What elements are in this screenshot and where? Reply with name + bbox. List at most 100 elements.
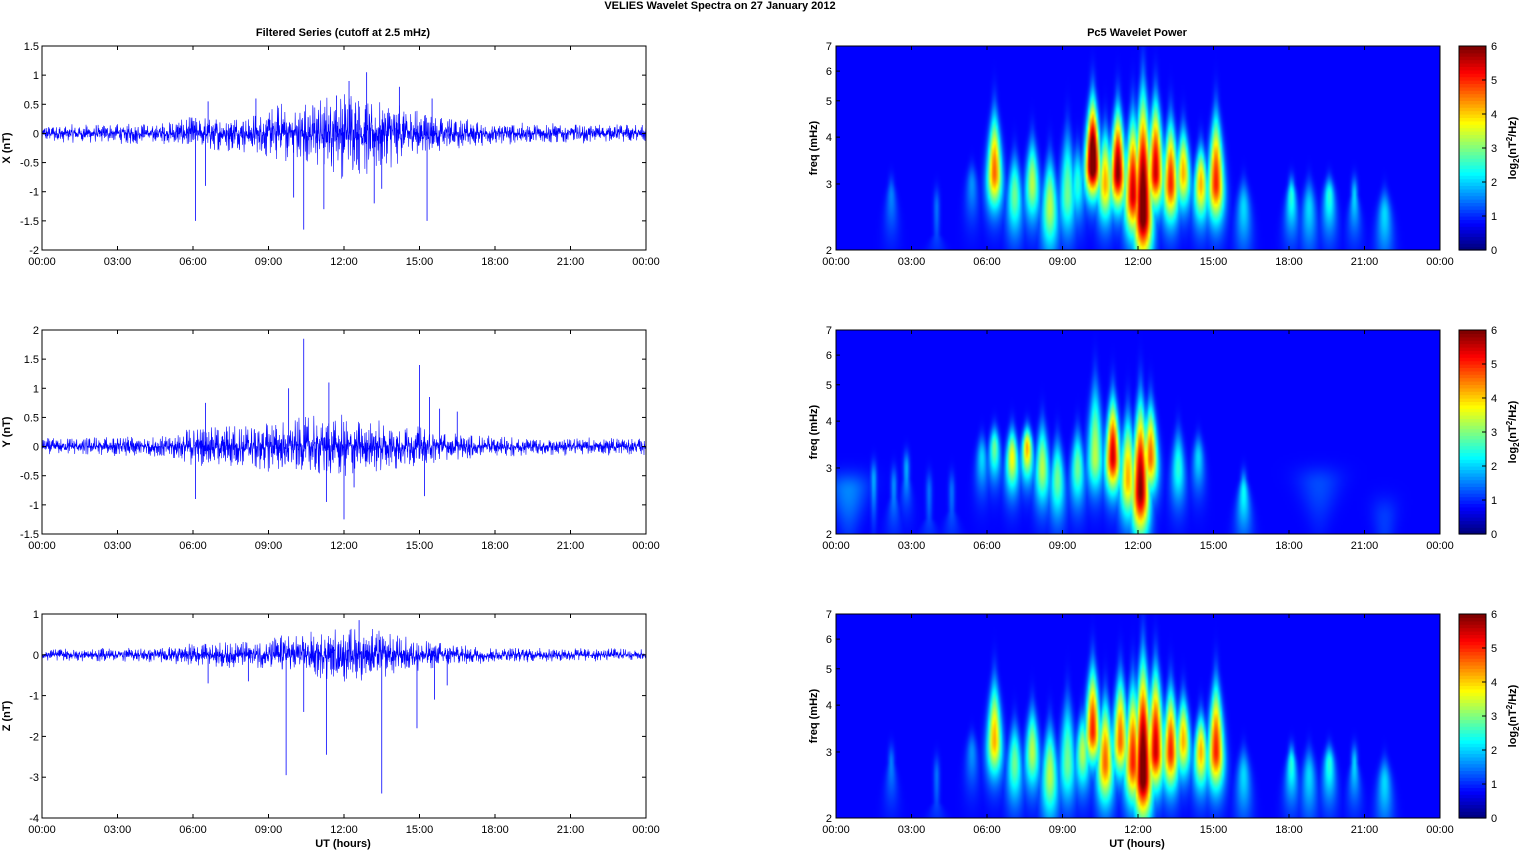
colorbar-swatch	[1459, 161, 1486, 166]
colorbar-swatch	[1459, 750, 1486, 754]
y-tick-label: 7	[826, 41, 832, 53]
colorbar-swatch	[1459, 804, 1486, 809]
colorbar-swatch	[1459, 794, 1486, 799]
colorbar-swatch	[1459, 182, 1486, 186]
x-ticks-line-Y: 00:00 03:00 06:00 09:00 12:00 15:00 18:00 21:00…	[28, 330, 660, 552]
colorbar-swatch	[1459, 381, 1486, 385]
colorbar-swatch	[1459, 729, 1486, 734]
heatmap-panel-X: 2 3 4 5 6 7 freq (mHz) 0 1 2 3 4 5 6 log2(nT2/Hz)	[808, 41, 1521, 257]
colorbar-swatch	[1459, 202, 1486, 207]
colorbar-swatch	[1459, 110, 1486, 115]
colorbar-swatch	[1459, 421, 1486, 426]
colorbar-swatch	[1459, 685, 1486, 690]
colorbar-swatch	[1459, 175, 1486, 180]
colorbar-swatch	[1459, 391, 1486, 396]
colorbar-swatch	[1459, 513, 1486, 518]
x-tick-label: 15:00	[1200, 256, 1228, 268]
x-tick-label: 21:00	[557, 256, 585, 268]
colorbar-tick-label: 0	[1491, 245, 1497, 257]
colorbar-swatch	[1459, 76, 1486, 81]
colorbar-swatch	[1459, 469, 1486, 474]
colorbar-tick-label: 3	[1491, 711, 1497, 723]
x-tick-label: 00:00	[632, 824, 660, 836]
x-tick-label: 06:00	[973, 824, 1001, 836]
x-tick-label: 15:00	[1200, 540, 1228, 552]
x-tick-label: 15:00	[406, 256, 434, 268]
colorbar-swatch	[1459, 141, 1486, 146]
y-axis-label-Z: Z (nT)	[1, 700, 13, 731]
colorbar-swatch	[1459, 617, 1486, 622]
colorbar-swatch	[1459, 614, 1486, 618]
colorbar-swatch	[1459, 627, 1486, 632]
colorbar-swatch	[1459, 364, 1486, 368]
colorbar-swatch	[1459, 46, 1486, 50]
colorbar-swatch	[1459, 199, 1486, 203]
colorbar-swatch	[1459, 801, 1486, 805]
colorbar-swatch	[1459, 438, 1486, 443]
colorbar-swatch	[1459, 192, 1486, 197]
colorbar-swatch	[1459, 692, 1486, 697]
colorbar-swatch	[1459, 753, 1486, 758]
x-ticks-heatmap-X: 00:00 03:00 06:00 09:00 12:00 15:00 18:00 21:00…	[822, 46, 1454, 268]
colorbar-swatch	[1459, 452, 1486, 457]
colorbar-swatch	[1459, 219, 1486, 224]
colorbar-swatch	[1459, 493, 1486, 498]
x-tick-label: 12:00	[1124, 256, 1152, 268]
colorbar-swatch	[1459, 428, 1486, 433]
x-axis-label-left: UT (hours)	[315, 838, 371, 850]
x-tick-label: 09:00	[1049, 540, 1077, 552]
x-tick-label: 21:00	[1351, 256, 1379, 268]
colorbar-swatch	[1459, 445, 1486, 450]
x-ticks-heatmap-Y: 00:00 03:00 06:00 09:00 12:00 15:00 18:00 21:00…	[822, 330, 1454, 552]
x-ticks-line-X: 00:00 03:00 06:00 09:00 12:00 15:00 18:00 21:00…	[28, 46, 660, 268]
x-tick-label: 12:00	[330, 256, 358, 268]
colorbar-swatch	[1459, 620, 1486, 625]
colorbar-swatch	[1459, 387, 1486, 392]
y-ticks-Z: -4 -3 -2 -1 0 1	[29, 609, 646, 825]
colorbar-swatch	[1459, 49, 1486, 54]
signal-line-Z	[41, 628, 647, 682]
y-tick-label: 0.5	[24, 99, 39, 111]
colorbar-tick-label: 1	[1491, 495, 1497, 507]
y-axis-label-heatmap-Y: freq (mHz)	[808, 404, 820, 459]
colorbar-swatch	[1459, 709, 1486, 714]
colorbar-swatch	[1459, 648, 1486, 652]
colorbar-swatch	[1459, 374, 1486, 379]
y-tick-label: 4	[826, 132, 832, 144]
colorbar-tick-label: 5	[1491, 359, 1497, 371]
x-tick-label: 12:00	[330, 540, 358, 552]
colorbar-swatch	[1459, 168, 1486, 173]
x-tick-label: 09:00	[1049, 824, 1077, 836]
colorbar-swatch	[1459, 411, 1486, 416]
y-tick-label: 7	[826, 609, 832, 621]
colorbar-swatch	[1459, 682, 1486, 686]
colorbar-swatch	[1459, 733, 1486, 737]
colorbar-swatch	[1459, 631, 1486, 635]
colorbar-tick-label: 2	[1491, 745, 1497, 757]
colorbar-swatch	[1459, 736, 1486, 741]
y-tick-label: -0.5	[20, 471, 39, 483]
colorbar-swatch	[1459, 367, 1486, 372]
y-tick-label: 3	[826, 747, 832, 759]
colorbar-tick-label: 1	[1491, 211, 1497, 223]
colorbar-swatch	[1459, 239, 1486, 244]
colorbar-swatch	[1459, 520, 1486, 525]
x-tick-label: 12:00	[330, 824, 358, 836]
x-tick-label: 00:00	[1426, 824, 1454, 836]
x-tick-label: 00:00	[822, 540, 850, 552]
y-tick-label: -1.5	[20, 529, 39, 541]
colorbar-swatch	[1459, 671, 1486, 676]
y-tick-label: 2	[826, 245, 832, 257]
colorbar-swatch	[1459, 120, 1486, 125]
y-tick-label: 4	[826, 416, 832, 428]
x-tick-label: 00:00	[1426, 540, 1454, 552]
y-tick-label: 5	[826, 96, 832, 108]
colorbar-swatch	[1459, 675, 1486, 680]
y-tick-label: 1.5	[24, 354, 39, 366]
y-tick-label: 2	[826, 529, 832, 541]
wavelet-power-image-X	[836, 46, 1440, 250]
colorbar-tick-label: 2	[1491, 461, 1497, 473]
colorbar-swatch	[1459, 336, 1486, 341]
colorbar-swatch	[1459, 814, 1486, 819]
